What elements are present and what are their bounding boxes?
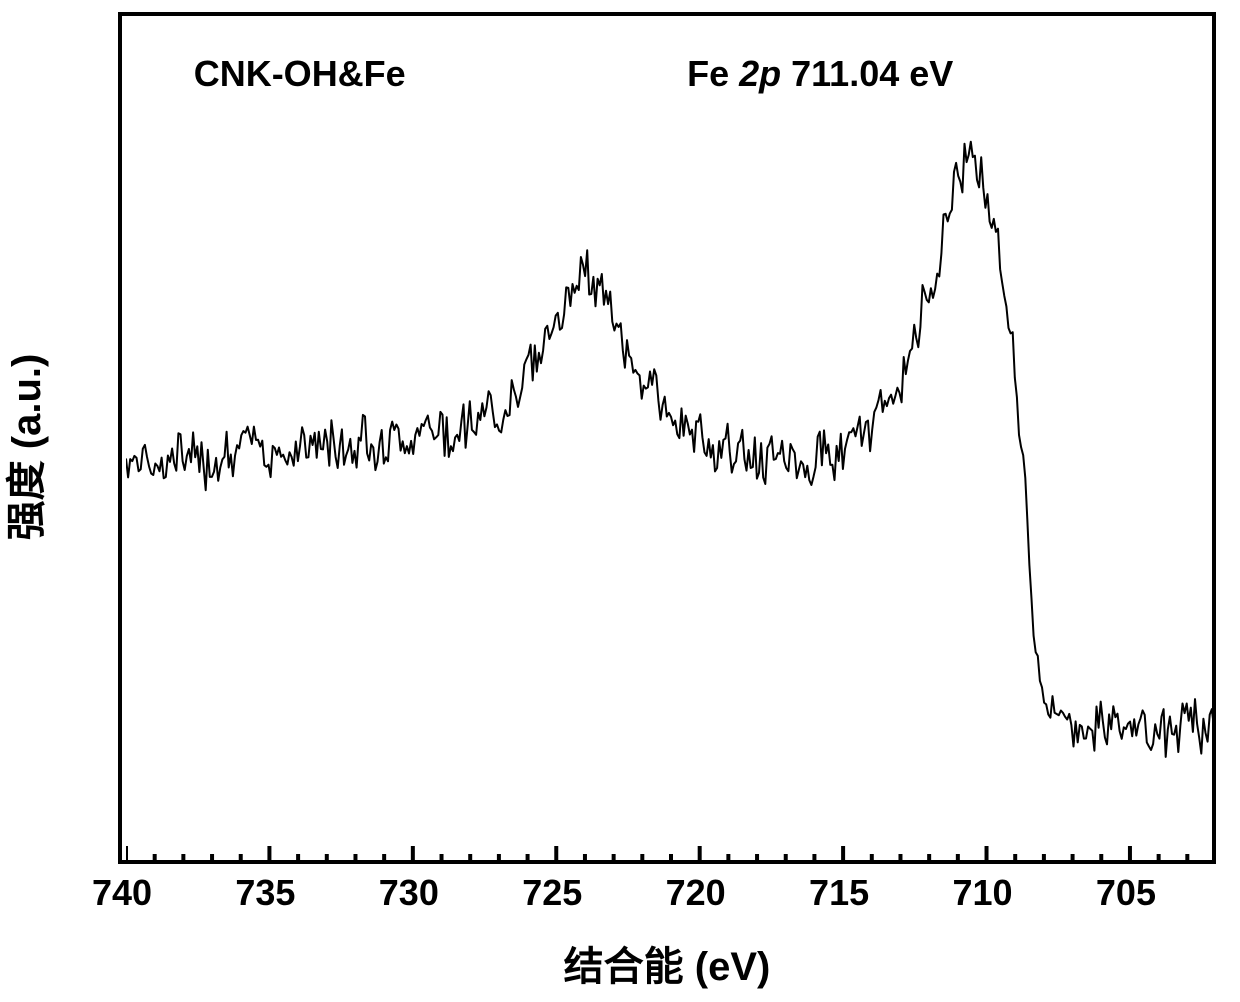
- peak-prefix: Fe: [687, 53, 739, 94]
- peak-annotation: Fe 2p 711.04 eV: [687, 53, 953, 95]
- x-axis-label: 结合能 (eV): [467, 934, 867, 992]
- peak-suffix: 711.04 eV: [781, 53, 953, 94]
- xtick-label: 725: [522, 872, 582, 914]
- xtick-label: 735: [235, 872, 295, 914]
- xtick-label: 740: [92, 872, 152, 914]
- xtick-label: 730: [379, 872, 439, 914]
- xtick-label: 720: [666, 872, 726, 914]
- xtick-label: 710: [952, 872, 1012, 914]
- xtick-label: 705: [1096, 872, 1156, 914]
- xps-figure: 强度 (a.u.) 结合能 (eV) CNK-OH&Fe Fe 2p 711.0…: [0, 0, 1240, 1002]
- plot-area: [118, 12, 1216, 864]
- peak-orbital: 2p: [739, 53, 781, 94]
- xtick-label: 715: [809, 872, 869, 914]
- spectrum-svg: [126, 20, 1216, 864]
- y-axis-label: 强度 (a.u.): [0, 327, 52, 567]
- sample-annotation: CNK-OH&Fe: [194, 53, 406, 95]
